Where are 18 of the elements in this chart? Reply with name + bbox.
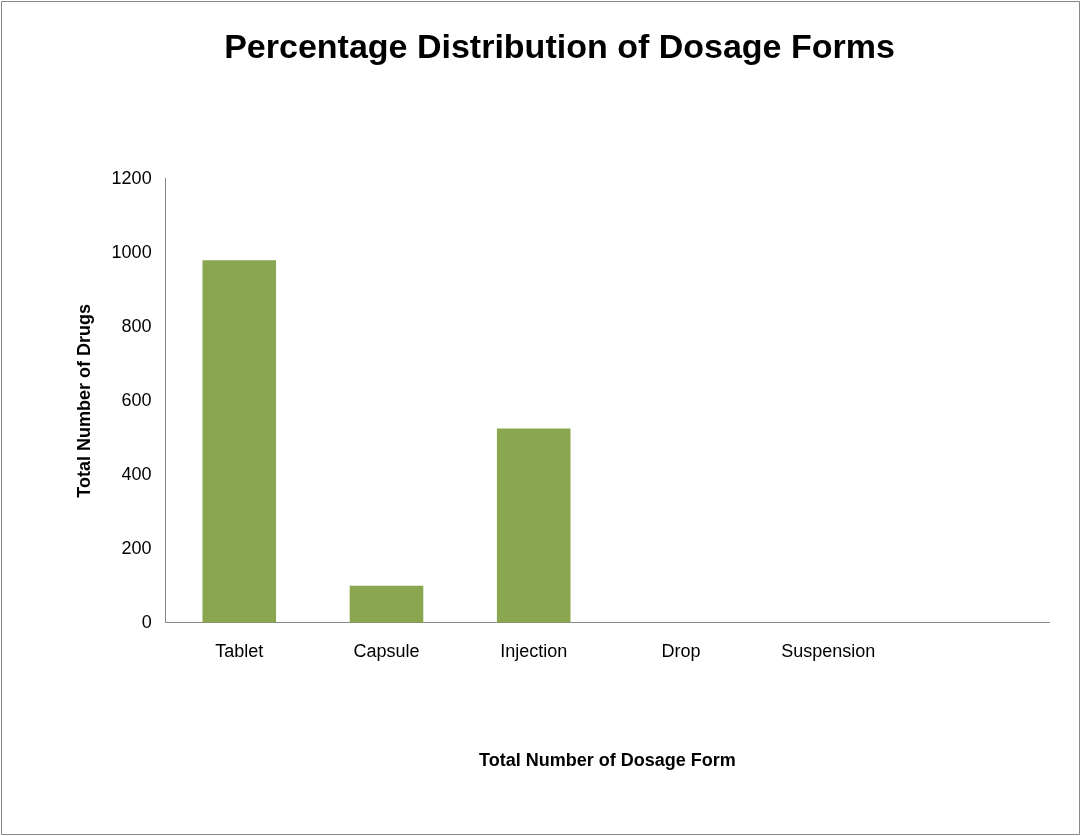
y-tick-label: 1200 [111,167,152,188]
x-tick-label: Tablet [215,640,264,661]
y-tick-label: 0 [141,611,152,632]
bar [202,260,277,623]
x-axis-title: Total Number of Dosage Form [478,750,736,771]
y-axis-title: Total Number of Drugs [73,303,94,498]
chart-title: Percentage Distribution of Dosage Forms [224,26,895,65]
x-tick-label: Injection [500,640,568,661]
bar [349,585,424,623]
y-tick-label: 800 [121,315,152,336]
y-tick-label: 400 [121,463,152,484]
y-tick-label: 600 [121,389,152,410]
x-tick-label: Suspension [781,640,876,661]
x-tick-label: Capsule [353,640,420,661]
y-tick-label: 200 [121,537,152,558]
y-tick-label: 1000 [111,241,152,262]
bar [496,428,571,623]
x-tick-label: Drop [661,640,701,661]
